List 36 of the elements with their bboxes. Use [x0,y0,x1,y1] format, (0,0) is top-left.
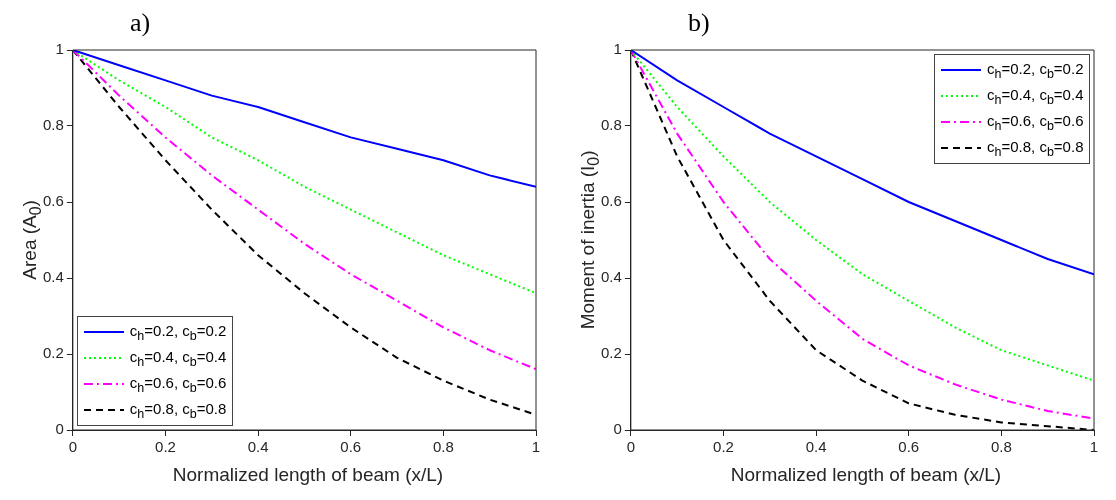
x-tick-label: 0 [68,438,78,456]
y-tick-label: 0.8 [600,116,622,134]
x-tick-label: 1 [531,438,541,456]
y-tick-label: 0.6 [42,192,64,210]
legend-label: c$_{h}$=0.8, c$_{b}$=0.8 [987,137,1084,159]
y-tick-label: 0.8 [42,116,64,134]
y-tick-label: 0.2 [600,344,622,362]
y-tick-label: 0.6 [600,192,622,210]
legend-label: c$_{h}$=0.4, c$_{b}$=0.4 [129,347,227,369]
y-tick-label: 0.4 [600,268,622,286]
x-tick-label: 0.2 [713,438,734,456]
legend-label: c$_{h}$=0.2, c$_{b}$=0.2 [987,59,1084,81]
chart-title: b) [688,8,710,38]
x-tick-label: 0.8 [990,438,1012,456]
x-tick-label: 0.4 [805,438,827,456]
legend-label: c$_{h}$=0.6, c$_{b}$=0.6 [987,111,1084,133]
x-tick-label: 1 [1089,438,1099,456]
legend-label: c$_{h}$=0.2, c$_{b}$=0.2 [129,321,227,343]
legend-label: c$_{h}$=0.6, c$_{b}$=0.6 [129,373,227,395]
y-tick-label: 0 [55,420,64,438]
x-axis-title: Normalized length of beam (x/L) [171,464,445,486]
y-tick-label: 0.2 [42,344,64,362]
y-tick-label: 1 [613,40,622,58]
y-tick-label: 1 [55,40,64,58]
x-tick-label: 0 [626,438,636,456]
x-tick-label: 0.8 [432,438,454,456]
y-tick-label: 0.4 [42,268,64,286]
x-tick-label: 0.2 [155,438,176,456]
chart-title: a) [130,8,151,38]
x-tick-label: 0.6 [898,438,920,456]
legend-label: c$_{h}$=0.4, c$_{b}$=0.4 [987,85,1084,107]
y-tick-label: 0 [613,420,622,438]
x-tick-label: 0.6 [340,438,362,456]
x-tick-label: 0.4 [247,438,269,456]
legend-label: c$_{h}$=0.8, c$_{b}$=0.8 [129,399,227,421]
x-axis-title: Normalized length of beam (x/L) [729,464,1003,486]
